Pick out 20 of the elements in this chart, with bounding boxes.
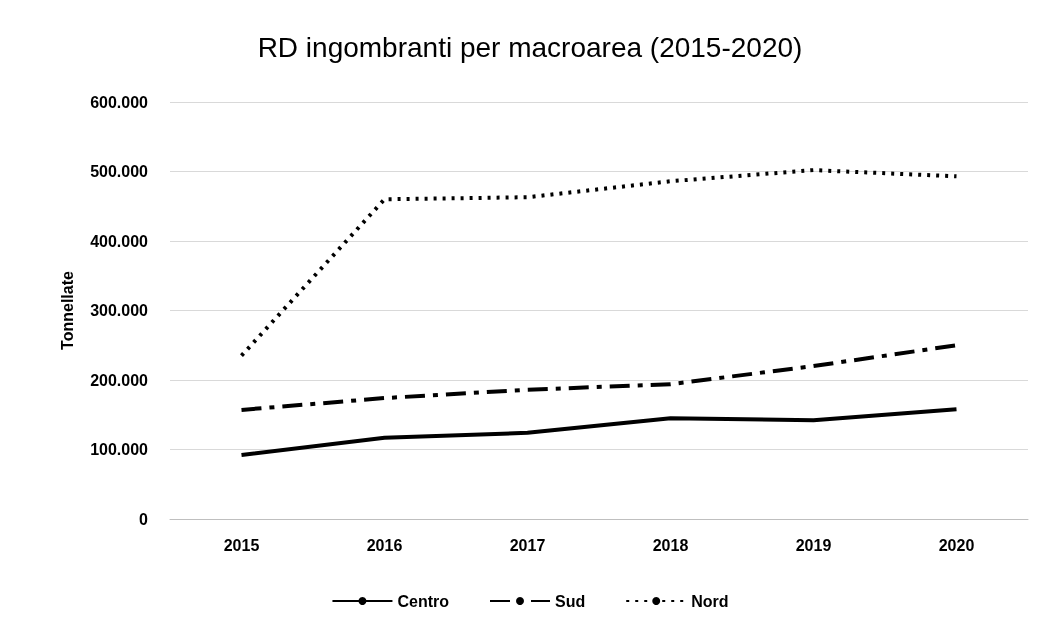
legend-label: Nord: [691, 592, 729, 610]
legend-label: Centro: [397, 592, 450, 610]
y-tick-label: 500.000: [90, 163, 149, 180]
chart-title: RD ingombranti per macroarea (2015-2020): [257, 31, 803, 63]
x-tick-label: 2017: [509, 536, 546, 554]
y-tick-label: 400.000: [90, 232, 149, 250]
y-tick-label: 100.000: [90, 441, 149, 458]
x-tick-label: 2020: [938, 536, 975, 554]
x-tick-label: 2015: [223, 536, 260, 554]
y-tick-label: 200.000: [90, 371, 149, 389]
x-tick-label: 2018: [652, 536, 689, 554]
y-tick-label: 600.000: [90, 93, 149, 111]
legend-label: Sud: [555, 592, 586, 610]
y-axis-title: Tonnellate: [58, 270, 76, 350]
line-series: [239, 407, 959, 458]
x-tick-label: 2016: [366, 536, 403, 554]
line-series: [239, 168, 959, 358]
y-tick-label: 0: [139, 510, 149, 528]
y-tick-label: 300.000: [90, 302, 149, 319]
x-tick-label: 2019: [795, 536, 832, 554]
